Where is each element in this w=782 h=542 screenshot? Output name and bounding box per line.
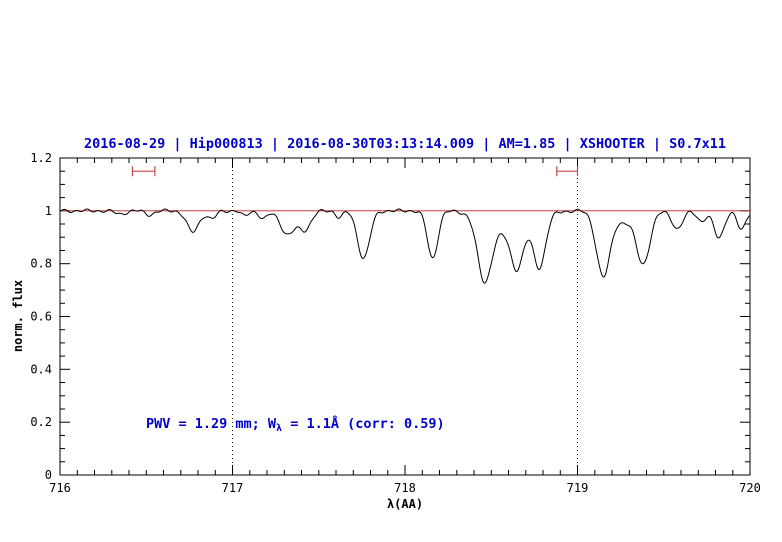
y-tick-label: 0 bbox=[45, 468, 52, 482]
y-tick-label: 0.8 bbox=[30, 257, 52, 271]
x-tick-label: 720 bbox=[739, 481, 761, 495]
y-tick-label: 1 bbox=[45, 204, 52, 218]
pwv-annotation: PWV = 1.29 mm; Wλ = 1.1Å (corr: 0.59) bbox=[146, 415, 445, 434]
plot-area bbox=[59, 157, 751, 476]
plot-title: 2016-08-29 | Hip000813 | 2016-08-30T03:1… bbox=[84, 136, 726, 152]
range-marker bbox=[131, 166, 156, 177]
x-tick-label: 718 bbox=[394, 481, 416, 495]
x-axis-label: λ(AA) bbox=[387, 497, 423, 511]
x-tick-label: 717 bbox=[222, 481, 244, 495]
y-tick-label: 0.4 bbox=[30, 362, 52, 376]
pwv-annotation-post: = 1.1Å (corr: 0.59) bbox=[282, 415, 445, 432]
spectrum-line bbox=[59, 208, 751, 284]
pwv-annotation-lambda-subscript: λ bbox=[276, 423, 282, 434]
x-tick-label: 719 bbox=[567, 481, 589, 495]
pwv-annotation-pre: PWV = 1.29 mm; W bbox=[146, 416, 277, 432]
y-tick-label: 0.2 bbox=[30, 415, 52, 429]
x-tick-label: 716 bbox=[49, 481, 71, 495]
range-marker bbox=[556, 166, 579, 177]
y-axis-label: norm. flux bbox=[11, 280, 25, 352]
y-tick-label: 1.2 bbox=[30, 151, 52, 165]
y-tick-label: 0.6 bbox=[30, 310, 52, 324]
